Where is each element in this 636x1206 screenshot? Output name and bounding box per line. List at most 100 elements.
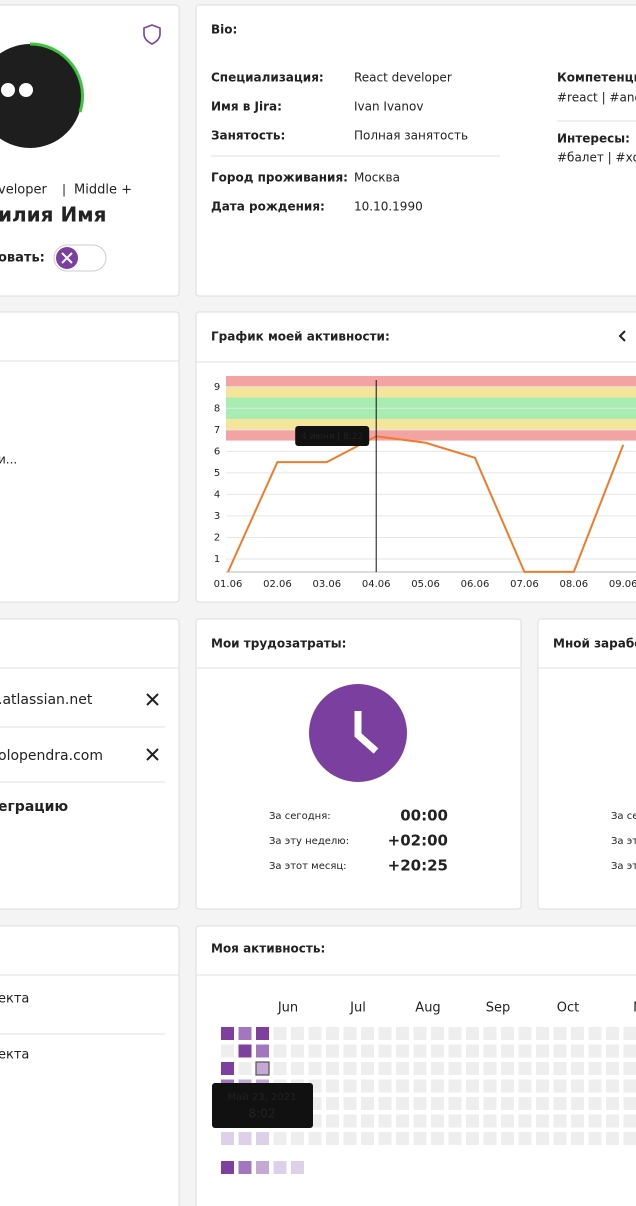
row-value: +02:00 bbox=[388, 832, 448, 850]
y-tick-label: 6 bbox=[214, 446, 220, 457]
heat-cell bbox=[431, 1132, 444, 1145]
row-label: За этот месяц: bbox=[269, 861, 347, 872]
heat-cell bbox=[361, 1044, 374, 1058]
heat-cell bbox=[466, 1062, 479, 1075]
name: илия Имя bbox=[0, 203, 106, 227]
progress-ring bbox=[29, 42, 85, 113]
heat-cell bbox=[466, 1097, 479, 1110]
legend-swatch bbox=[273, 1161, 287, 1174]
heat-cell bbox=[431, 1114, 444, 1128]
heat-cell bbox=[466, 1132, 479, 1145]
heat-cell bbox=[431, 1027, 444, 1040]
heat-cell bbox=[606, 1044, 619, 1058]
remove-button[interactable] bbox=[146, 748, 159, 761]
heat-cell bbox=[606, 1079, 619, 1093]
heat-cell bbox=[343, 1079, 357, 1093]
month-label: Jul bbox=[349, 1001, 366, 1016]
heat-cell bbox=[571, 1027, 584, 1040]
month-label: Sep bbox=[486, 1001, 511, 1016]
y-tick-label: 3 bbox=[214, 511, 220, 522]
card-title: Моя активность: bbox=[211, 942, 325, 956]
heat-cell bbox=[466, 1114, 479, 1128]
heat-cell bbox=[256, 1044, 269, 1058]
heat-cell bbox=[343, 1114, 357, 1128]
heat-cell bbox=[308, 1062, 322, 1075]
heat-cell bbox=[326, 1079, 339, 1093]
tooltip-text: 4 июня | 8:22 bbox=[301, 432, 363, 442]
heat-cell bbox=[483, 1027, 497, 1040]
heat-cell bbox=[273, 1062, 287, 1075]
field-label: Компетенци bbox=[557, 71, 636, 85]
x-tick-label: 02.06 bbox=[263, 579, 292, 590]
heat-cell bbox=[606, 1132, 619, 1145]
heat-cell bbox=[308, 1044, 322, 1058]
toggle-icon bbox=[61, 252, 73, 264]
heat-cell bbox=[553, 1114, 567, 1128]
integration: .atlassian.net bbox=[0, 692, 93, 708]
heat-cell bbox=[623, 1132, 636, 1145]
heat-cell bbox=[396, 1044, 409, 1058]
heat-cell bbox=[623, 1097, 636, 1110]
heat-cell bbox=[553, 1027, 567, 1040]
side-card bbox=[0, 311, 180, 603]
month-label: N bbox=[633, 1001, 636, 1016]
heat-cell bbox=[483, 1132, 497, 1145]
heat-cell bbox=[431, 1062, 444, 1075]
field-label: Город проживания: bbox=[211, 171, 348, 185]
heat-cell bbox=[343, 1044, 357, 1058]
bio-card bbox=[195, 4, 636, 297]
heat-cell bbox=[378, 1062, 392, 1075]
heat-cell bbox=[396, 1114, 409, 1128]
heat-cell bbox=[326, 1132, 339, 1145]
y-tick-label: 8 bbox=[214, 403, 220, 414]
heat-cell bbox=[221, 1132, 234, 1145]
integrations-card bbox=[0, 618, 180, 910]
heat-cell bbox=[326, 1027, 339, 1040]
legend-swatch bbox=[238, 1161, 252, 1174]
field-value: React developer bbox=[354, 71, 452, 85]
band bbox=[226, 419, 636, 430]
card-title: Мои трудозатраты: bbox=[211, 637, 346, 651]
prev-button[interactable] bbox=[618, 330, 626, 342]
heat-cell bbox=[448, 1097, 462, 1110]
remove-button[interactable] bbox=[146, 693, 159, 706]
heat-cell bbox=[396, 1079, 409, 1093]
heat-cell bbox=[606, 1062, 619, 1075]
project: екта bbox=[0, 1048, 29, 1063]
tags: #react | #ang bbox=[557, 91, 636, 105]
heat-cell bbox=[413, 1114, 427, 1128]
field-label: Специализация: bbox=[211, 71, 324, 85]
x-tick-label: 09.06 bbox=[609, 579, 636, 590]
month-label: Oct bbox=[557, 1001, 579, 1016]
heat-cell bbox=[238, 1027, 252, 1040]
heat-cell bbox=[606, 1027, 619, 1040]
heat-cell bbox=[483, 1114, 497, 1128]
field-label: Имя в Jira: bbox=[211, 100, 282, 114]
heat-cell bbox=[483, 1097, 497, 1110]
heat-cell bbox=[378, 1132, 392, 1145]
x-tick-label: 05.06 bbox=[411, 579, 440, 590]
y-tick-label: 1 bbox=[214, 554, 220, 565]
band bbox=[226, 429, 636, 441]
heat-cell bbox=[536, 1097, 549, 1110]
x-tick-label: 01.06 bbox=[214, 579, 243, 590]
shield-icon[interactable] bbox=[143, 24, 161, 45]
y-tick-label: 2 bbox=[214, 532, 220, 543]
heat-cell bbox=[536, 1027, 549, 1040]
heat-cell bbox=[256, 1027, 269, 1040]
heat-cell bbox=[273, 1027, 287, 1040]
heat-cell bbox=[238, 1044, 252, 1058]
heat-cell bbox=[326, 1044, 339, 1058]
field-label: Интересы: bbox=[557, 132, 630, 146]
heat-cell bbox=[361, 1079, 374, 1093]
heat-cell bbox=[536, 1132, 549, 1145]
x-tick-label: 06.06 bbox=[461, 579, 490, 590]
heat-cell bbox=[571, 1079, 584, 1093]
heat-cell bbox=[518, 1114, 532, 1128]
heat-cell bbox=[308, 1132, 322, 1145]
heat-cell bbox=[518, 1079, 532, 1093]
heat-cell bbox=[273, 1044, 287, 1058]
heat-cell bbox=[623, 1044, 636, 1058]
